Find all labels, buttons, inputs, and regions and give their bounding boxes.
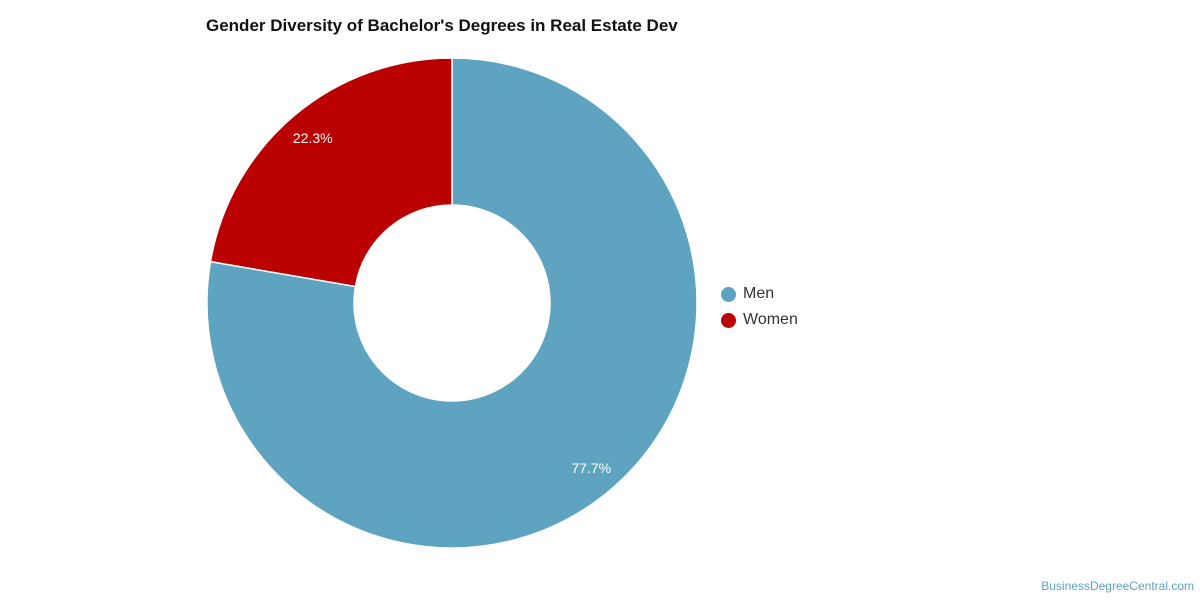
legend-swatch-men bbox=[721, 286, 736, 302]
slice-label-men: 77.7% bbox=[571, 460, 611, 476]
legend: Men Women bbox=[721, 281, 798, 333]
chart-title: Gender Diversity of Bachelor's Degrees i… bbox=[206, 16, 678, 35]
legend-swatch-women bbox=[721, 312, 736, 328]
slice-men[interactable] bbox=[206, 57, 698, 549]
legend-label-women: Women bbox=[743, 311, 798, 328]
legend-label-men: Men bbox=[743, 285, 775, 302]
source-credit[interactable]: BusinessDegreeCentral.com bbox=[1041, 579, 1194, 593]
legend-item-men[interactable]: Men bbox=[721, 281, 798, 307]
slice-label-women: 22.3% bbox=[293, 130, 333, 146]
slice-women[interactable] bbox=[209, 57, 453, 288]
legend-item-women[interactable]: Women bbox=[721, 307, 798, 333]
